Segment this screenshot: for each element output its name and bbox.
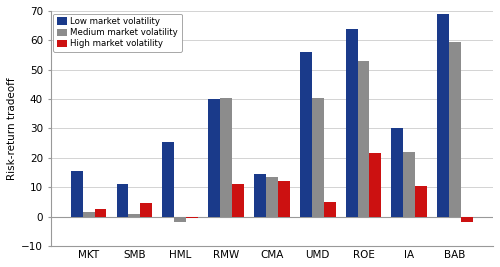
Bar <box>116 184 128 217</box>
Bar <box>404 152 415 217</box>
Bar <box>220 97 232 217</box>
Bar <box>449 42 461 217</box>
Bar <box>82 212 94 217</box>
Bar <box>254 174 266 217</box>
Bar <box>437 14 449 217</box>
Legend: Low market volatility, Medium market volatility, High market volatility: Low market volatility, Medium market vol… <box>53 14 182 52</box>
Bar <box>208 99 220 217</box>
Bar <box>312 97 324 217</box>
Bar <box>324 202 336 217</box>
Bar <box>174 217 186 222</box>
Bar <box>300 52 312 217</box>
Bar <box>70 171 83 217</box>
Bar <box>186 217 198 218</box>
Bar <box>346 29 358 217</box>
Bar <box>128 214 140 217</box>
Bar <box>370 153 382 217</box>
Bar <box>266 177 278 217</box>
Y-axis label: Risk-return tradeoff: Risk-return tradeoff <box>7 77 17 180</box>
Bar <box>140 203 152 217</box>
Bar <box>162 142 174 217</box>
Bar <box>392 128 404 217</box>
Bar <box>278 181 289 217</box>
Bar <box>415 186 427 217</box>
Bar <box>232 184 244 217</box>
Bar <box>94 209 106 217</box>
Bar <box>358 61 370 217</box>
Bar <box>461 217 473 222</box>
